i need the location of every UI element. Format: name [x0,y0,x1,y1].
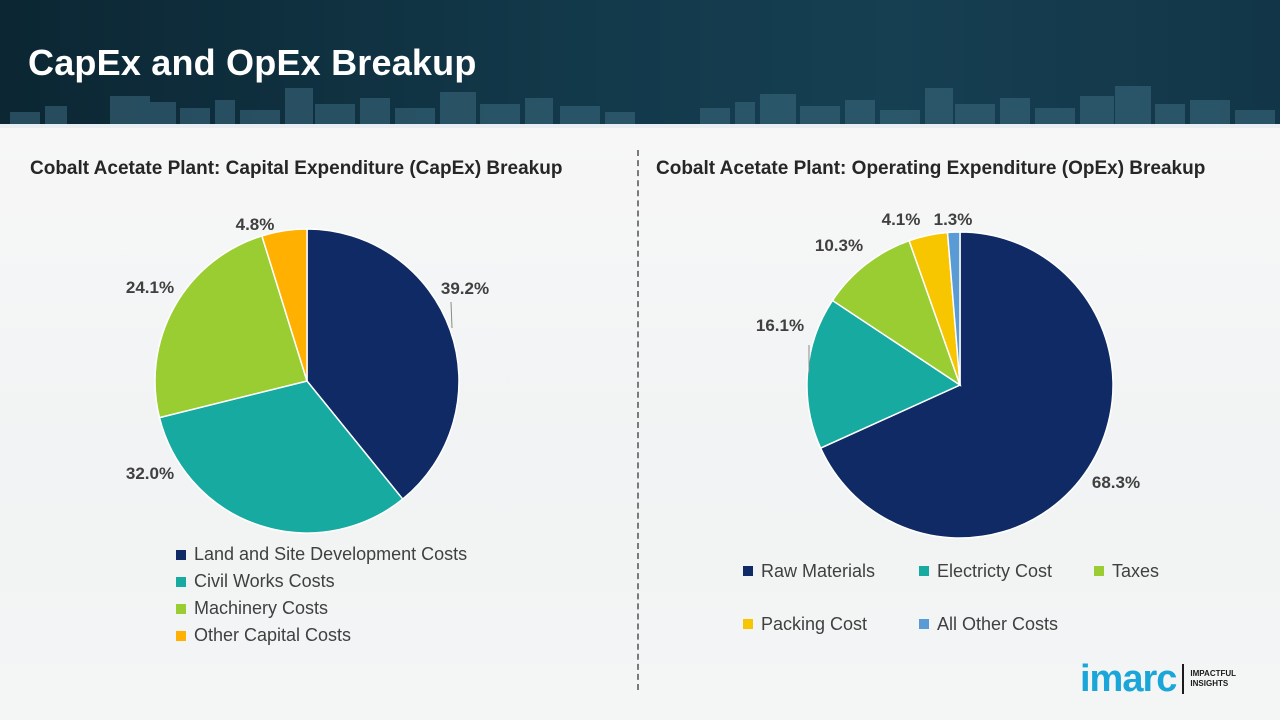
opex-slice-2 [831,239,962,387]
legend-label: Civil Works Costs [194,571,335,591]
opex-slice-4 [946,231,961,386]
logo-tagline-line2: INSIGHTS [1190,679,1229,688]
capex-chart-title: Cobalt Acetate Plant: Capital Expenditur… [30,158,563,179]
opex-data-label-0: 68.3% [1092,473,1140,492]
legend-label: Raw Materials [761,560,876,581]
logo-tagline: IMPACTFUL INSIGHTS [1190,669,1236,689]
legend-swatch [176,603,186,614]
opex-legend: Raw Materials Electricty Cost Taxes Pack… [743,560,1183,635]
legend-item-electricity: Electricty Cost [919,560,1094,582]
skyline-decoration [0,86,1280,128]
capex-data-label-2: 24.1% [126,278,174,297]
opex-slice-1 [806,299,962,450]
legend-item-taxes: Taxes [1094,560,1159,582]
legend-label: Land and Site Development Costs [194,544,468,564]
opex-data-label-1: 16.1% [756,316,804,335]
capex-data-label-1: 32.0% [126,464,174,483]
capex-slice-3 [260,228,308,382]
legend-swatch [919,619,929,629]
capex-legend: Land and Site Development Costs Civil Wo… [176,541,467,649]
legend-swatch [176,549,186,560]
capex-data-label-3: 4.8% [236,215,275,234]
legend-label: Other Capital Costs [194,625,352,645]
legend-swatch [1094,566,1104,576]
legend-label: Machinery Costs [194,598,329,618]
legend-item-packing: Packing Cost [743,613,919,635]
legend-item-civil: Civil Works Costs [176,568,467,595]
opex-slice-0 [819,231,1114,539]
legend-swatch [743,566,753,576]
panel-divider [637,150,639,690]
capex-slice-0 [306,228,460,501]
page-title: CapEx and OpEx Breakup [28,42,477,83]
legend-item-machinery: Machinery Costs [176,595,467,622]
legend-label: Packing Cost [761,613,868,634]
opex-chart-title: Cobalt Acetate Plant: Operating Expendit… [656,158,1206,179]
legend-swatch [176,630,186,641]
legend-label: Electricty Cost [937,560,1053,581]
header-banner: CapEx and OpEx Breakup [0,0,1280,128]
capex-slice-2 [154,234,308,419]
legend-label: All Other Costs [937,613,1059,634]
legend-swatch [743,619,753,629]
capex-data-label-0: 39.2% [441,279,489,298]
legend-swatch [919,566,929,576]
capex-slice-1 [158,380,404,534]
legend-item-raw-materials: Raw Materials [743,560,919,582]
legend-item-land: Land and Site Development Costs [176,541,467,568]
opex-data-label-4: 1.3% [934,210,973,229]
legend-item-other: Other Capital Costs [176,622,467,649]
legend-label: Taxes [1112,560,1160,581]
capex-leader-line-0 [450,301,453,329]
imarc-logo: imarc IMPACTFUL INSIGHTS [1080,660,1236,698]
opex-data-label-3: 4.1% [882,210,921,229]
legend-item-other-costs: All Other Costs [919,613,1058,635]
capex-pie-chart: 39.2% 32.0% 24.1% 4.8% [126,215,489,534]
legend-swatch [176,576,186,587]
opex-data-label-2: 10.3% [815,236,863,255]
logo-divider [1182,664,1185,694]
logo-tagline-line1: IMPACTFUL [1190,669,1237,678]
logo-wordmark: imarc [1080,658,1177,700]
